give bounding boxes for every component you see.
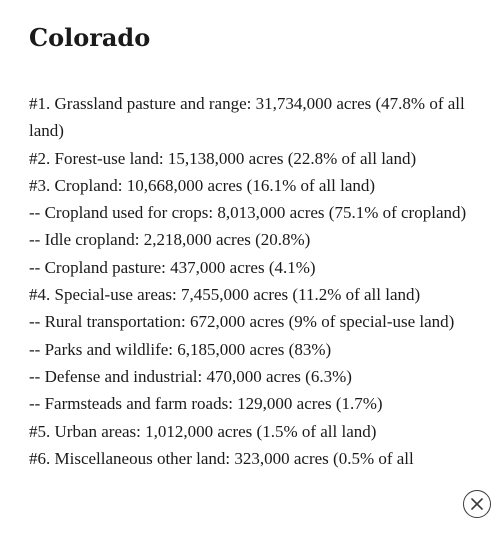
list-item: #2. Forest-use land: 15,138,000 acres (2… bbox=[29, 148, 417, 168]
list-item: -- Idle cropland: 2,218,000 acres (20.8%… bbox=[29, 230, 311, 250]
list-item: -- Farmsteads and farm roads: 129,000 ac… bbox=[29, 394, 383, 414]
list-item: #4. Special-use areas: 7,455,000 acres (… bbox=[29, 285, 421, 305]
list-item: -- Cropland pasture: 437,000 acres (4.1%… bbox=[29, 257, 316, 277]
list-item: -- Cropland used for crops: 8,013,000 ac… bbox=[29, 203, 467, 223]
list-item: #1. Grassland pasture and range: 31,734,… bbox=[29, 94, 465, 141]
list-item: -- Defense and industrial: 470,000 acres… bbox=[29, 366, 352, 386]
list-item: #6. Miscellaneous other land: 323,000 ac… bbox=[29, 448, 414, 468]
list-item: -- Parks and wildlife: 6,185,000 acres (… bbox=[29, 339, 332, 359]
close-button[interactable] bbox=[463, 490, 491, 518]
list-item: #3. Cropland: 10,668,000 acres (16.1% of… bbox=[29, 175, 376, 195]
close-icon bbox=[471, 498, 483, 510]
list-item: -- Rural transportation: 672,000 acres (… bbox=[29, 312, 455, 332]
land-use-list: #1. Grassland pasture and range: 31,734,… bbox=[29, 90, 479, 472]
list-item: #5. Urban areas: 1,012,000 acres (1.5% o… bbox=[29, 421, 377, 441]
page-title: Colorado bbox=[29, 23, 151, 52]
